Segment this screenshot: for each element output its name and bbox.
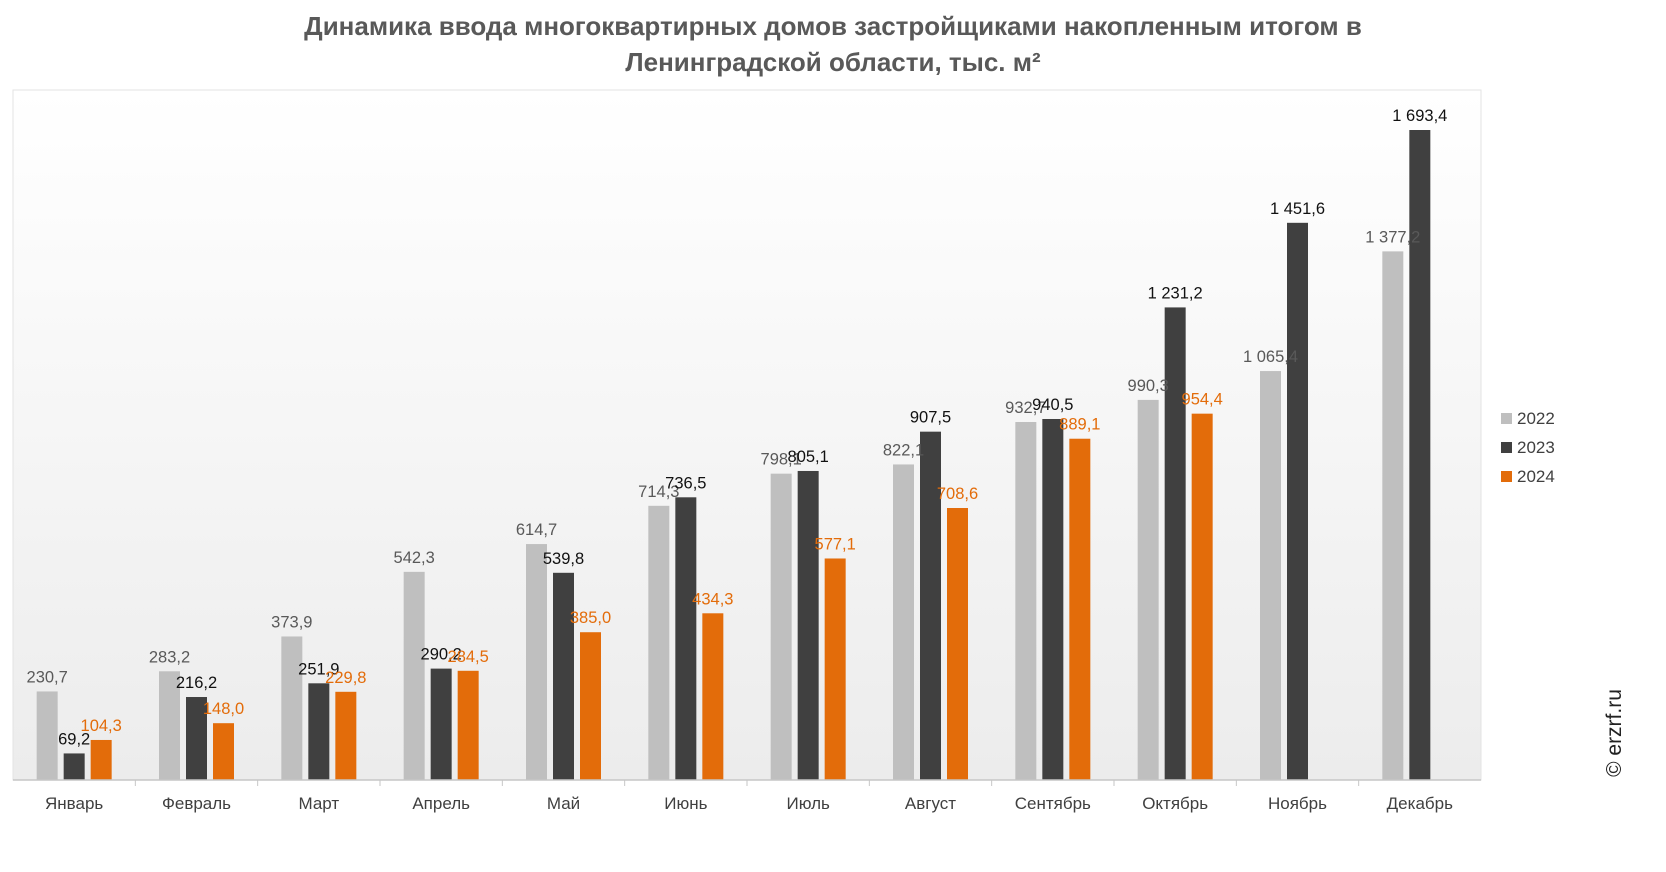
bar-2023-1 [63, 753, 85, 780]
x-tick-label-7: Июль [786, 794, 830, 813]
legend-swatch-2023 [1501, 442, 1512, 453]
data-label-2023-3: 251,9 [298, 660, 339, 678]
x-tick-label-8: Август [905, 794, 956, 813]
legend: 2022 2023 2024 [1501, 409, 1555, 486]
legend-label-2022: 2022 [1517, 409, 1555, 428]
data-label-2023-1: 69,2 [58, 730, 90, 748]
bar-2023-8 [920, 431, 941, 780]
data-label-2022-3: 373,9 [271, 613, 312, 631]
data-label-2022-10: 990,3 [1128, 377, 1169, 395]
bar-2024-7 [824, 558, 846, 780]
data-label-2022-8: 822,1 [883, 441, 924, 459]
bar-2023-3 [308, 683, 330, 780]
chart-title: Динамика ввода многоквартирных домов зас… [304, 11, 1362, 77]
data-label-2024-5: 385,0 [570, 609, 611, 627]
x-tick-label-6: Июнь [664, 794, 707, 813]
x-tick-label-4: Апрель [412, 794, 470, 813]
x-tick-label-5: Май [547, 794, 580, 813]
x-tick-label-2: Февраль [162, 794, 231, 813]
x-tick-label-10: Октябрь [1142, 794, 1208, 813]
data-label-2022-9: 932,7 [1005, 399, 1046, 417]
bar-2023-12 [1409, 130, 1431, 780]
x-tick-label-3: Март [298, 794, 339, 813]
bar-2022-10 [1137, 399, 1159, 780]
data-label-2023-6: 736,5 [665, 474, 706, 492]
bar-2024-8 [947, 508, 968, 780]
data-label-2024-10: 954,4 [1182, 391, 1223, 409]
data-label-2023-5: 539,8 [543, 550, 584, 568]
legend-label-2023: 2023 [1517, 438, 1555, 457]
bar-2024-4 [457, 670, 479, 780]
bar-2022-3 [281, 636, 303, 780]
data-label-2023-4: 290,2 [421, 646, 462, 664]
data-label-2024-9: 889,1 [1059, 416, 1100, 434]
bar-2024-9 [1069, 438, 1091, 780]
bar-2022-5 [526, 544, 547, 780]
data-label-2022-2: 283,2 [149, 648, 190, 666]
data-label-2023-9: 940,5 [1032, 396, 1073, 414]
data-label-2022-1: 230,7 [27, 668, 68, 686]
x-tick-label-9: Сентябрь [1015, 794, 1091, 813]
data-label-2023-12: 1 693,4 [1392, 107, 1447, 125]
legend-label-2024: 2024 [1517, 467, 1555, 486]
bar-2023-11 [1287, 222, 1308, 780]
bar-2023-9 [1042, 418, 1064, 780]
bar-2022-7 [770, 473, 792, 780]
data-label-2024-7: 577,1 [815, 535, 856, 553]
data-label-2024-1: 104,3 [81, 717, 122, 735]
bar-2022-12 [1382, 251, 1404, 780]
bar-2022-8 [893, 464, 914, 780]
bar-2023-10 [1164, 307, 1186, 780]
x-tick-label-11: Ноябрь [1268, 794, 1327, 813]
x-tick-label-1: Январь [45, 794, 103, 813]
data-label-2022-12: 1 377,2 [1365, 228, 1420, 246]
bar-2022-9 [1015, 421, 1037, 780]
data-label-2024-6: 434,3 [692, 590, 733, 608]
data-label-2023-7: 805,1 [788, 448, 829, 466]
bar-2023-2 [186, 697, 207, 780]
data-label-2024-2: 148,0 [203, 700, 244, 718]
data-label-2022-6: 714,3 [638, 483, 679, 501]
data-label-2023-8: 907,5 [910, 409, 951, 427]
data-label-2022-7: 798,1 [761, 451, 802, 469]
legend-swatch-2022 [1501, 413, 1512, 424]
data-label-2023-2: 216,2 [176, 674, 217, 692]
bar-2023-4 [430, 668, 452, 780]
bar-2023-5 [553, 572, 574, 780]
data-label-2022-11: 1 065,4 [1243, 348, 1298, 366]
data-label-2022-4: 542,3 [394, 549, 435, 567]
data-labels-layer: 230,769,2104,3283,2216,2148,0373,9251,92… [27, 107, 1448, 748]
bar-2022-11 [1260, 371, 1281, 780]
x-axis-labels: Январь Февраль Март Апрель Май Июнь Июль Август… [45, 780, 1453, 813]
bars-layer [36, 130, 1431, 780]
plot-area [12, 89, 1482, 781]
legend-swatch-2024 [1501, 471, 1512, 482]
data-label-2023-11: 1 451,6 [1270, 200, 1325, 218]
bar-2024-5 [580, 632, 601, 780]
bar-2024-1 [90, 739, 112, 780]
bar-2023-7 [797, 470, 819, 780]
bar-2022-2 [159, 671, 180, 780]
data-label-2023-10: 1 231,2 [1148, 284, 1203, 302]
bar-2023-6 [675, 497, 697, 780]
watermark: © erzrf.ru [1603, 689, 1626, 777]
bar-2024-10 [1191, 413, 1213, 780]
bar-2024-6 [702, 613, 724, 780]
data-label-2022-5: 614,7 [516, 521, 557, 539]
data-label-2024-4: 284,5 [448, 648, 489, 666]
data-label-2024-8: 708,6 [937, 485, 978, 503]
bar-2022-6 [648, 505, 670, 780]
data-label-2024-3: 229,8 [325, 669, 366, 687]
bar-2022-1 [36, 691, 58, 780]
bar-2024-3 [335, 691, 357, 780]
bar-2024-2 [213, 723, 234, 780]
bar-2022-4 [403, 571, 425, 780]
x-tick-label-12: Декабрь [1387, 794, 1453, 813]
